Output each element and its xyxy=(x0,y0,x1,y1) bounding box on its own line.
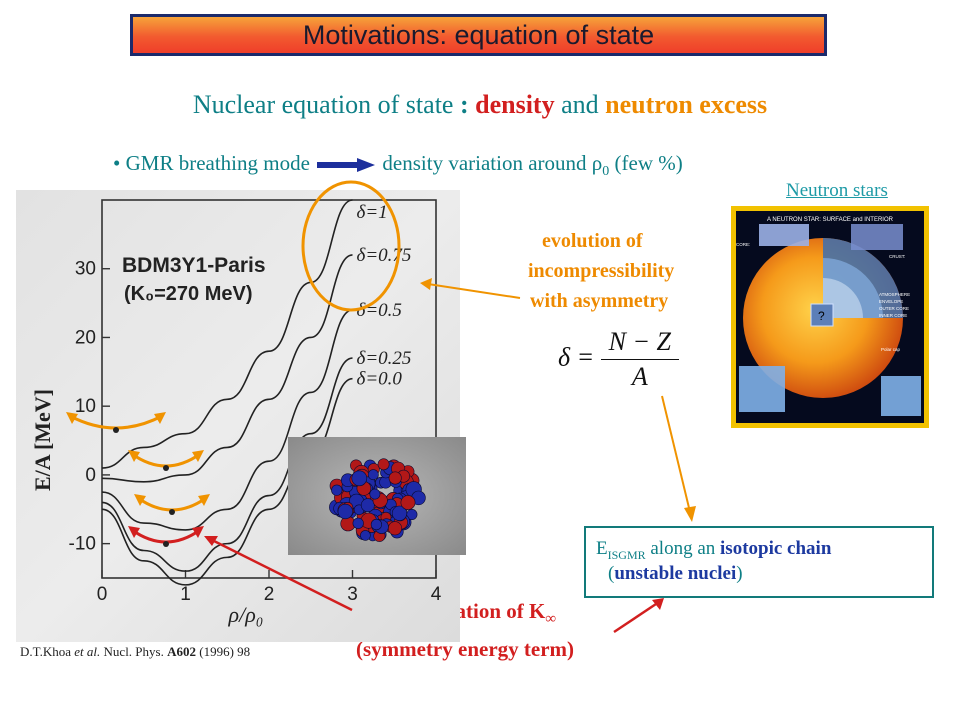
svg-text:INNER CORE: INNER CORE xyxy=(879,313,907,318)
nucleons xyxy=(329,458,426,542)
isgmr-isotopic-chain: isotopic chain xyxy=(720,538,832,559)
formula-lhs: δ = xyxy=(558,342,601,372)
subtitle-part1: Nuclear equation of state xyxy=(192,90,460,119)
series-label: δ=0.5 xyxy=(357,300,402,321)
nucleon xyxy=(352,517,364,529)
isgmr-box: EISGMR along an isotopic chain (unstable… xyxy=(584,526,934,598)
subtitle: Nuclear equation of state : density and … xyxy=(0,90,960,120)
nucleon xyxy=(331,484,343,496)
x-tick-label: 2 xyxy=(264,584,275,605)
svg-text:CRUST:: CRUST: xyxy=(889,254,905,259)
nucleon xyxy=(388,521,403,536)
rho-symbol: ρ xyxy=(591,151,603,175)
minimum-marker xyxy=(163,541,169,547)
subtitle-colon: : xyxy=(459,90,476,119)
x-tick-label: 1 xyxy=(180,584,191,605)
plot-ylabel: E/A [MeV] xyxy=(30,389,55,491)
formula-numerator: N − Z xyxy=(600,327,679,360)
rho-subscript: 0 xyxy=(602,164,610,180)
nucleon xyxy=(400,495,416,510)
minimum-marker xyxy=(163,465,169,471)
series-label: δ=0.25 xyxy=(357,348,412,369)
plot-subtitle: (K₀=270 MeV) xyxy=(124,283,253,305)
bullet-left-text: GMR breathing mode xyxy=(125,151,310,175)
svg-text:CORE:: CORE: xyxy=(736,242,750,247)
slide-title: Motivations: equation of state xyxy=(302,19,655,50)
neutron-star-image: A NEUTRON STAR: SURFACE and INTERIOR ? C… xyxy=(731,206,929,428)
evolution-line2: incompressibility xyxy=(528,260,675,282)
series-label: δ=1 xyxy=(357,202,388,223)
star-question-mark: ? xyxy=(818,309,825,323)
bullet-gmr: • GMR breathing mode density variation a… xyxy=(113,151,683,180)
evolution-text: evolution of incompressibility with asym… xyxy=(520,226,730,316)
subtitle-density: density xyxy=(475,90,555,119)
nucleon xyxy=(337,503,353,520)
nucleon xyxy=(360,530,371,541)
isgmr-close-paren: ) xyxy=(736,562,743,584)
star-header-text: A NEUTRON STAR: SURFACE and INTERIOR xyxy=(767,217,894,223)
svg-text:Polar cap: Polar cap xyxy=(881,347,901,352)
evolution-line1: evolution of xyxy=(542,230,643,252)
nucleon xyxy=(377,458,390,471)
isgmr-e: E xyxy=(596,538,608,559)
title-bar: Motivations: equation of state xyxy=(130,14,827,56)
plot-xlabel: ρ/ρ₀ xyxy=(228,602,264,627)
x-tick-label: 4 xyxy=(431,584,442,605)
svg-text:ATMOSPHERE: ATMOSPHERE xyxy=(879,292,910,297)
nucleon xyxy=(391,505,408,521)
citation-authors: D.T.Khoa xyxy=(20,644,75,659)
subtitle-and: and xyxy=(554,90,606,119)
nucleon xyxy=(370,518,382,531)
series-label: δ=0.75 xyxy=(357,245,412,266)
x-tick-label: 3 xyxy=(347,584,358,605)
y-tick-label: 10 xyxy=(75,396,96,417)
eos-curve xyxy=(101,254,353,483)
eos-plot: 0 1 2 3 4 -10 0 10 20 30 δ=1 δ=0.75 δ=0.5 δ=0.25δ=0.… xyxy=(16,190,460,642)
evolution-line3: with asymmetry xyxy=(530,290,669,312)
citation-journal: Nucl. Phys. xyxy=(100,644,168,659)
delta-formula: δ = N − Z A xyxy=(558,327,679,392)
citation: D.T.Khoa et al. Nucl. Phys. A602 (1996) … xyxy=(20,644,250,660)
bullet-dot: • xyxy=(113,151,121,175)
kinf-to-box-arrow xyxy=(613,602,657,634)
nucleon xyxy=(367,469,379,481)
y-tick-label: 20 xyxy=(75,327,96,348)
nucleon xyxy=(351,470,368,487)
nucleus-image xyxy=(288,437,466,555)
isgmr-sub: ISGMR xyxy=(607,547,646,562)
plot-title: BDM3Y1-Paris xyxy=(122,254,266,277)
bullet-right-text: density variation around xyxy=(382,151,592,175)
eos-curve xyxy=(101,309,353,531)
neutron-stars-label: Neutron stars xyxy=(786,180,888,201)
series-label: δ=0.0 xyxy=(357,369,403,390)
nucleon xyxy=(360,498,375,513)
y-tick-label: 30 xyxy=(75,259,96,280)
k-infinity-subscript: ∞ xyxy=(545,611,557,628)
y-tick-label: -10 xyxy=(69,534,96,555)
nucleon xyxy=(369,488,381,500)
right-arrow-icon xyxy=(317,158,376,173)
citation-rest: (1996) 98 xyxy=(195,644,251,659)
subtitle-neutron-excess: neutron excess xyxy=(605,90,768,119)
isgmr-unstable-nuclei: unstable nuclei xyxy=(614,562,737,584)
citation-volume: A602 xyxy=(167,644,196,659)
bullet-paren: (few %) xyxy=(609,151,683,175)
y-tick-label: 0 xyxy=(85,465,96,486)
formula-denominator: A xyxy=(631,362,648,391)
x-tick-label: 0 xyxy=(97,584,108,605)
svg-text:ENVELOPE: ENVELOPE xyxy=(879,299,903,304)
isgmr-open-paren: ( xyxy=(608,562,615,584)
minimum-marker xyxy=(169,509,175,515)
svg-text:OUTER CORE: OUTER CORE xyxy=(879,306,909,311)
minimum-marker xyxy=(113,427,119,433)
isgmr-along: along an xyxy=(645,538,721,559)
nucleon xyxy=(388,471,402,485)
citation-etal: et al. xyxy=(74,644,101,659)
formula-to-box-arrow xyxy=(661,395,691,513)
